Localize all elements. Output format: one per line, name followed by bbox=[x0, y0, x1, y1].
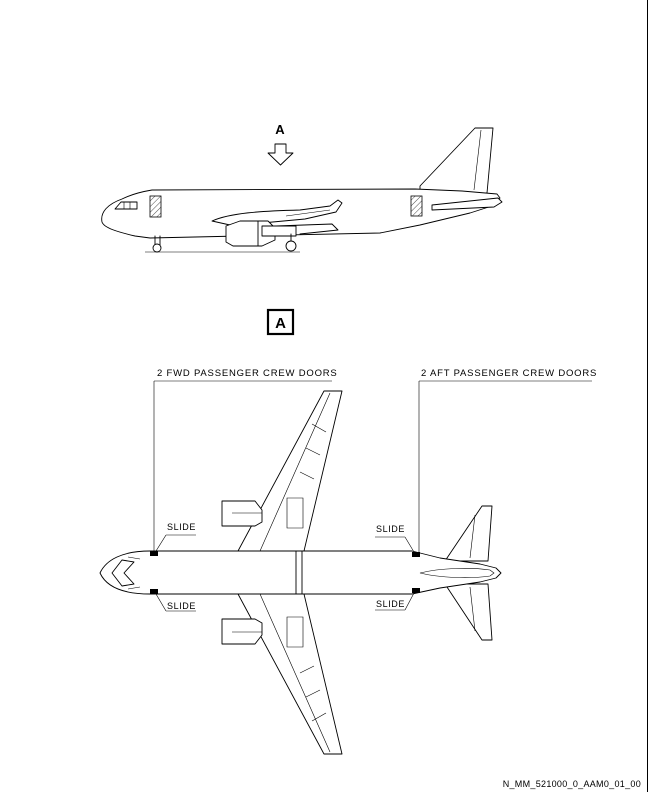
fwd-doors-label: 2 FWD PASSENGER CREW DOORS bbox=[157, 368, 338, 379]
slide-label-fwd-left: SLIDE bbox=[167, 522, 196, 532]
fwd-left-door bbox=[150, 551, 158, 556]
view-a-box: A bbox=[266, 308, 295, 336]
figure-reference: N_MM_521000_0_AAM0_01_00 bbox=[502, 779, 641, 789]
side-view-wing bbox=[211, 199, 343, 226]
top-view-upper-engine bbox=[221, 500, 263, 527]
top-view-lower-engine bbox=[221, 618, 263, 645]
side-view-fwd-door bbox=[149, 195, 162, 218]
side-view-aft-door bbox=[410, 195, 423, 217]
view-a-box-letter: A bbox=[275, 315, 286, 332]
slide-label-fwd-right: SLIDE bbox=[167, 601, 196, 611]
side-view-main-gear bbox=[285, 233, 297, 252]
view-a-arrow: A bbox=[267, 122, 294, 166]
top-view-upper-stabilizer bbox=[444, 505, 493, 562]
cockpit-window bbox=[114, 201, 138, 210]
top-view-fuselage bbox=[99, 550, 502, 595]
view-a-letter: A bbox=[275, 122, 285, 137]
aft-left-door bbox=[412, 552, 420, 557]
aft-doors-label: 2 AFT PASSENGER CREW DOORS bbox=[421, 368, 597, 379]
top-view-upper-wing bbox=[237, 390, 343, 552]
side-view-nose-gear bbox=[152, 235, 162, 253]
down-arrow-icon bbox=[267, 143, 294, 166]
side-view-aircraft bbox=[101, 127, 503, 253]
slide-label-aft-left: SLIDE bbox=[376, 524, 405, 534]
leader-lines bbox=[153, 380, 592, 612]
slide-label-aft-right: SLIDE bbox=[376, 599, 405, 609]
side-view-horizontal-stabilizer bbox=[431, 197, 503, 211]
side-view-vertical-tail bbox=[419, 127, 494, 194]
aft-right-door bbox=[412, 588, 420, 593]
top-view-lower-wing bbox=[237, 593, 343, 755]
top-view-aircraft bbox=[99, 390, 502, 755]
top-view-lower-stabilizer bbox=[444, 583, 493, 641]
fwd-right-door bbox=[150, 589, 158, 594]
